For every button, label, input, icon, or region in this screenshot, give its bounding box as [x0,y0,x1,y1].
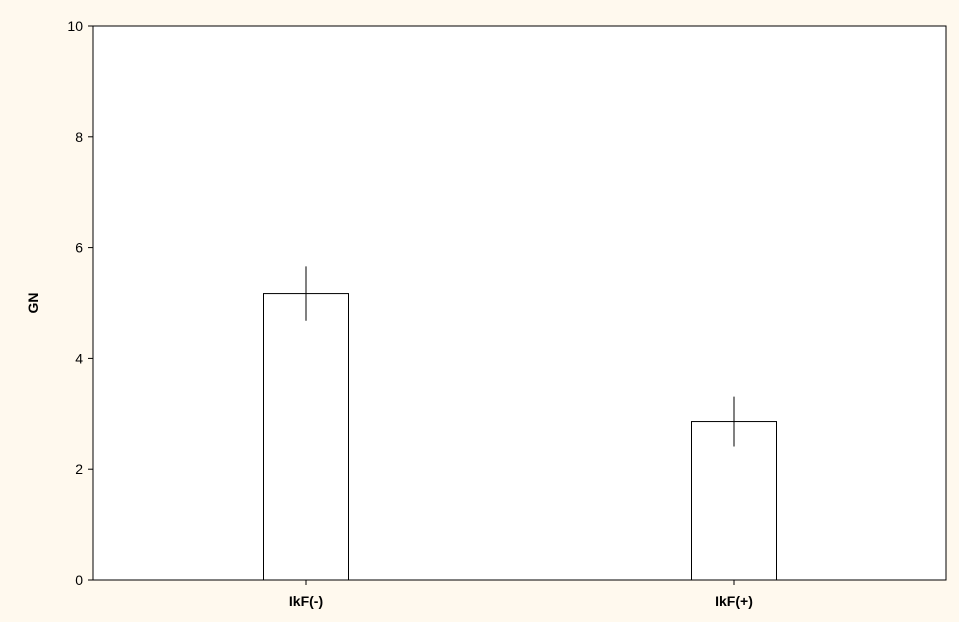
y-axis-title: GN [25,293,41,314]
y-tick-label: 10 [67,18,83,34]
y-tick-label: 6 [75,240,83,256]
y-tick-label: 4 [75,350,83,366]
x-tick-label: IkF(+) [715,593,753,609]
y-tick-label: 0 [75,572,83,588]
x-tick-label: IkF(-) [289,593,323,609]
bar [263,293,349,581]
plot-area [92,25,947,581]
bar [691,421,777,581]
y-tick-label: 8 [75,129,83,145]
y-tick-label: 2 [75,461,83,477]
